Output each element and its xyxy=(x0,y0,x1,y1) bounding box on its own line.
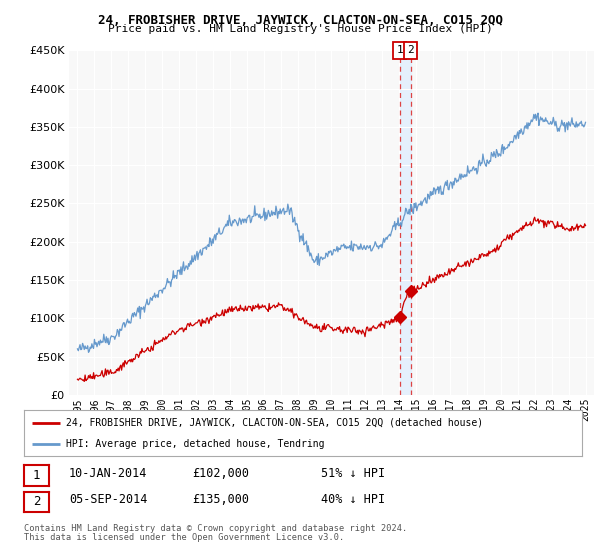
Text: Price paid vs. HM Land Registry's House Price Index (HPI): Price paid vs. HM Land Registry's House … xyxy=(107,24,493,34)
Text: £135,000: £135,000 xyxy=(192,493,249,506)
Text: This data is licensed under the Open Government Licence v3.0.: This data is licensed under the Open Gov… xyxy=(24,533,344,542)
Text: 1: 1 xyxy=(397,45,403,55)
Text: 05-SEP-2014: 05-SEP-2014 xyxy=(69,493,148,506)
Text: 24, FROBISHER DRIVE, JAYWICK, CLACTON-ON-SEA, CO15 2QQ: 24, FROBISHER DRIVE, JAYWICK, CLACTON-ON… xyxy=(97,14,503,27)
Text: 40% ↓ HPI: 40% ↓ HPI xyxy=(321,493,385,506)
Text: 24, FROBISHER DRIVE, JAYWICK, CLACTON-ON-SEA, CO15 2QQ (detached house): 24, FROBISHER DRIVE, JAYWICK, CLACTON-ON… xyxy=(66,418,483,428)
Text: 1: 1 xyxy=(33,469,40,482)
Text: 2: 2 xyxy=(33,495,40,508)
Text: £102,000: £102,000 xyxy=(192,466,249,480)
Text: 10-JAN-2014: 10-JAN-2014 xyxy=(69,466,148,480)
Text: 51% ↓ HPI: 51% ↓ HPI xyxy=(321,466,385,480)
Text: HPI: Average price, detached house, Tendring: HPI: Average price, detached house, Tend… xyxy=(66,439,325,449)
Text: Contains HM Land Registry data © Crown copyright and database right 2024.: Contains HM Land Registry data © Crown c… xyxy=(24,524,407,533)
Bar xyxy=(400,50,411,395)
Text: 2: 2 xyxy=(407,45,414,55)
